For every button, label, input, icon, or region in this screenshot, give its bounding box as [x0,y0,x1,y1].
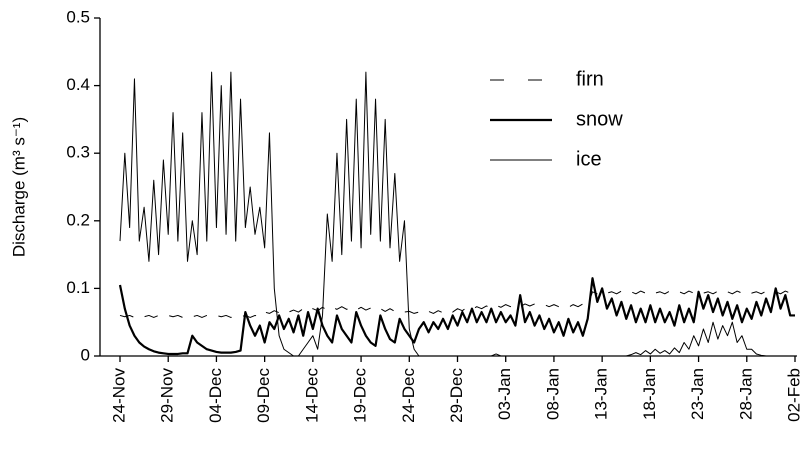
x-tick-label: 13-Jan [592,368,611,420]
series-line [119,290,796,318]
series-line [119,71,795,357]
x-tick-label: 02-Feb [784,368,803,422]
x-tick-label: 08-Jan [543,368,562,420]
y-tick-label: 0 [81,345,90,364]
x-tick-label: 04-Dec [206,368,225,423]
series-line [118,277,795,356]
x-tick-label: 09-Dec [254,368,273,423]
x-tick-label: 29-Dec [447,368,466,423]
y-axis-label: Discharge (m³ s⁻¹) [9,117,28,257]
y-tick-label: 0.5 [66,7,90,26]
x-tick-label: 19-Dec [351,368,370,423]
x-tick-label: 03-Jan [495,368,514,420]
legend-label: ice [576,148,602,170]
x-tick-label: 24-Nov [109,368,128,423]
x-tick-label: 24-Dec [399,368,418,423]
y-tick-label: 0.3 [66,143,90,162]
x-tick-label: 14-Dec [302,368,321,423]
legend-label: snow [576,108,623,130]
y-tick-label: 0.4 [66,75,90,94]
y-tick-label: 0.2 [66,210,90,229]
x-tick-label: 18-Jan [640,368,659,420]
x-tick-label: 23-Jan [688,368,707,420]
x-tick-label: 29-Nov [158,368,177,423]
legend-label: firn [576,68,604,90]
x-tick-label: 28-Jan [736,368,755,420]
y-tick-label: 0.1 [66,278,90,297]
